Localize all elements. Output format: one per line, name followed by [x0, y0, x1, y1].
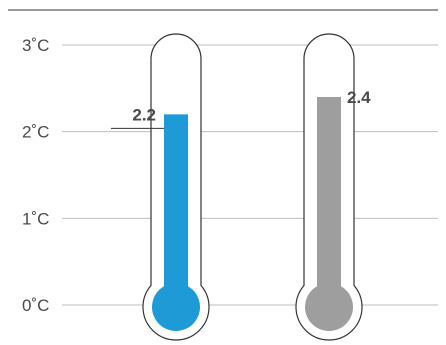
y-tick-label: 3˚C [22, 36, 49, 55]
thermometer-bar [317, 97, 341, 307]
y-tick-labels: 0˚C 1˚C 2˚C 3˚C [22, 36, 49, 315]
gridlines [62, 44, 438, 306]
y-tick-label: 2˚C [22, 123, 49, 142]
value-label: 2.4 [347, 88, 371, 107]
value-labels: 2.2 2.4 [111, 88, 371, 129]
thermometers [142, 33, 363, 341]
thermometer [295, 33, 363, 341]
thermometer-bar [164, 114, 188, 307]
value-label: 2.2 [132, 105, 156, 124]
y-tick-label: 0˚C [22, 296, 49, 315]
thermometer [142, 33, 210, 341]
y-tick-label: 1˚C [22, 209, 49, 228]
